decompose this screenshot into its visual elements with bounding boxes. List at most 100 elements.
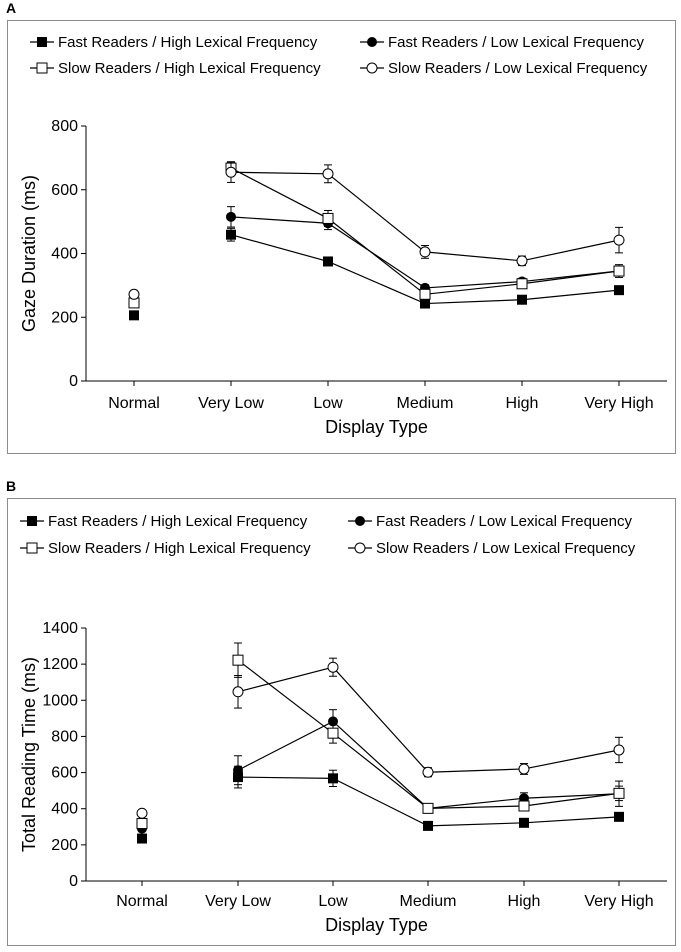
y-axis-title: Gaze Duration (ms) <box>19 175 39 332</box>
data-point <box>226 229 236 240</box>
data-point <box>516 255 528 267</box>
y-tick-label: 800 <box>51 728 78 745</box>
data-point <box>137 833 147 844</box>
data-point <box>327 727 339 739</box>
y-tick-label: 400 <box>51 801 78 818</box>
data-point <box>613 234 625 246</box>
data-point <box>128 288 140 300</box>
legend-label: Slow Readers / Low Lexical Frequency <box>388 60 648 77</box>
series-line <box>230 167 620 295</box>
series-3 <box>136 642 625 830</box>
legend-label: Slow Readers / High Lexical Frequency <box>48 540 311 557</box>
data-point <box>129 310 139 321</box>
y-tick-label: 800 <box>51 118 78 135</box>
data-point <box>225 166 237 178</box>
legend-item: Slow Readers / Low Lexical Frequency <box>348 540 636 557</box>
x-axis-title: Display Type <box>325 915 428 935</box>
series-3 <box>128 161 625 309</box>
y-tick-label: 600 <box>51 182 78 199</box>
legend-marker <box>355 516 365 526</box>
data-point <box>519 817 529 828</box>
data-point <box>614 285 624 296</box>
x-tick-label: Very Low <box>198 395 264 412</box>
data-point <box>517 294 527 305</box>
legend-marker <box>27 516 37 526</box>
data-point <box>323 256 333 267</box>
data-point <box>422 802 434 814</box>
x-axis-title: Display Type <box>325 417 428 437</box>
x-tick-label: Medium <box>397 395 454 412</box>
data-point <box>518 800 530 812</box>
data-point <box>422 766 434 778</box>
y-tick-label: 1200 <box>42 656 78 673</box>
y-tick-label: 600 <box>51 765 78 782</box>
x-tick-label: Normal <box>108 395 160 412</box>
y-tick-label: 1400 <box>42 620 78 637</box>
data-point <box>613 787 625 799</box>
legend-label: Slow Readers / High Lexical Frequency <box>58 60 321 77</box>
legend-item: Fast Readers / High Lexical Frequency <box>30 34 318 51</box>
data-point <box>419 288 431 300</box>
data-point <box>232 686 244 698</box>
data-point <box>226 211 236 222</box>
legend-item: Slow Readers / High Lexical Frequency <box>20 540 311 557</box>
chart-b: 0 200 400 600 800 1000 1200 1400 Normal Very Low L… <box>19 513 667 935</box>
panel-b <box>7 498 676 946</box>
legend-label: Fast Readers / High Lexical Frequency <box>48 513 308 530</box>
y-tick-label: 1000 <box>42 692 78 709</box>
y-tick-label: 200 <box>51 837 78 854</box>
x-tick-label: Low <box>318 893 348 910</box>
legend-marker <box>367 37 377 47</box>
data-point <box>327 661 339 673</box>
data-point <box>614 811 624 822</box>
legend-marker <box>354 542 366 554</box>
data-point <box>136 818 148 830</box>
y-axis-title: Total Reading Time (ms) <box>19 657 39 852</box>
series-line <box>237 666 620 773</box>
data-point <box>322 212 334 224</box>
data-point <box>232 654 244 666</box>
legend-marker <box>366 62 378 74</box>
series-line <box>237 720 620 809</box>
data-point <box>136 807 148 819</box>
x-tick-label: High <box>506 395 539 412</box>
legend-marker <box>36 62 48 74</box>
data-point <box>233 765 243 776</box>
legend-label: Fast Readers / Low Lexical Frequency <box>376 513 632 530</box>
data-point <box>518 763 530 775</box>
series-line <box>237 659 620 809</box>
x-tick-label: High <box>508 893 541 910</box>
y-tick-label: 400 <box>51 246 78 263</box>
legend-marker <box>26 542 38 554</box>
legend-item: Slow Readers / Low Lexical Frequency <box>360 60 648 77</box>
legend-label: Fast Readers / High Lexical Frequency <box>58 34 318 51</box>
x-tick-label: Medium <box>400 893 457 910</box>
data-point <box>322 168 334 180</box>
data-point <box>419 246 431 258</box>
data-point <box>613 265 625 277</box>
legend-item: Slow Readers / High Lexical Frequency <box>30 60 321 77</box>
series-1 <box>129 227 624 321</box>
x-tick-label: Very High <box>584 395 653 412</box>
legend-marker <box>37 37 47 47</box>
x-tick-label: Normal <box>116 893 168 910</box>
x-tick-label: Low <box>313 395 343 412</box>
data-point <box>516 278 528 290</box>
panel-a-label: A <box>6 0 17 16</box>
legend-label: Slow Readers / Low Lexical Frequency <box>376 540 636 557</box>
panel-b-label: B <box>6 478 17 494</box>
x-tick-label: Very High <box>584 893 653 910</box>
legend-item: Fast Readers / High Lexical Frequency <box>20 513 308 530</box>
y-tick-label: 200 <box>51 309 78 326</box>
series-4 <box>136 657 625 819</box>
data-point <box>328 773 338 784</box>
data-point <box>613 744 625 756</box>
series-1 <box>137 765 624 844</box>
x-tick-label: Very Low <box>205 893 271 910</box>
series-2 <box>137 709 624 834</box>
y-tick-label: 0 <box>69 373 78 390</box>
series-4 <box>128 161 625 300</box>
y-tick-label: 0 <box>69 873 78 890</box>
data-point <box>423 820 433 831</box>
